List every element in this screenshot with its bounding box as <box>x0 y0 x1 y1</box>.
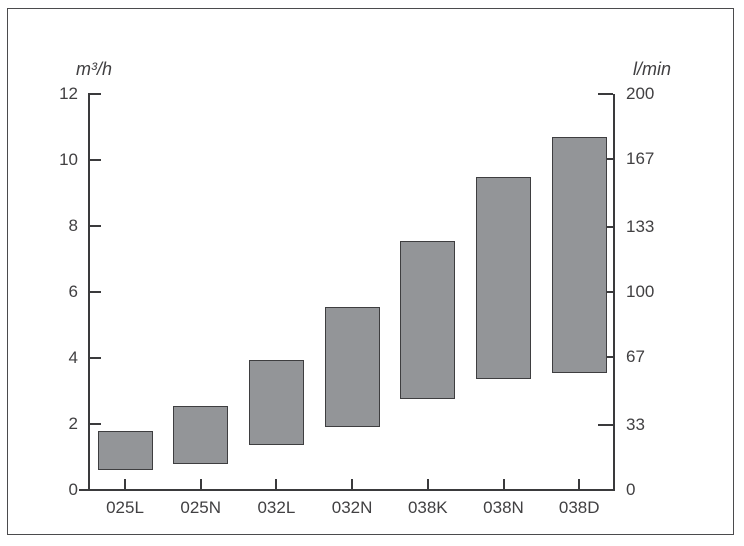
right-axis-tick-label: 33 <box>626 414 645 434</box>
left-axis-tick-label: 8 <box>68 216 78 235</box>
range-bar-025l <box>97 430 153 471</box>
category-label-025n: 025N <box>180 498 221 517</box>
left-axis-tick <box>88 93 101 95</box>
left-axis-tick-label: 12 <box>59 84 78 103</box>
right-axis-line <box>613 94 615 491</box>
left-axis-tick-label: 10 <box>59 150 78 169</box>
range-bar-032l <box>248 359 304 446</box>
right-axis-tick-label: 0 <box>626 480 636 499</box>
right-axis-tick-label: 100 <box>626 282 655 301</box>
category-label-032n: 032N <box>331 498 373 517</box>
category-label-032l: 032L <box>257 498 296 517</box>
left-axis-tick <box>88 225 101 227</box>
x-axis-tick <box>502 479 505 490</box>
right-axis-tick-label: 67 <box>626 347 645 367</box>
right-axis-tick <box>598 489 613 491</box>
left-axis-tick <box>88 159 101 161</box>
chart-frame: m³/h l/min 0 2 4 6 8 10 12 0 33 67 100 133 167 200 025… <box>7 8 734 535</box>
left-axis-tick <box>88 489 101 491</box>
right-axis-tick-label: 167 <box>626 149 655 169</box>
right-axis-tick-label: 133 <box>626 216 655 236</box>
left-axis-tick <box>88 423 101 425</box>
left-axis-tick <box>88 357 101 359</box>
x-axis-tick <box>275 479 278 490</box>
range-bar-038d <box>551 136 607 373</box>
right-axis-unit-label: l/min <box>633 59 672 79</box>
range-bar-038n <box>476 176 531 380</box>
left-axis-tick-label: 2 <box>68 414 78 433</box>
x-axis-tick <box>199 479 202 490</box>
x-axis-tick <box>124 479 126 490</box>
left-axis-tick-label: 4 <box>68 348 78 367</box>
right-axis-tick <box>598 423 613 426</box>
x-axis-tick <box>426 479 429 490</box>
left-axis-unit-label: m³/h <box>76 59 112 79</box>
range-bar-025n <box>173 405 229 464</box>
x-axis-tick <box>351 479 354 490</box>
category-label-025l: 025L <box>106 498 144 517</box>
category-label-038n: 038N <box>483 498 524 517</box>
category-label-038k: 038K <box>407 498 448 517</box>
range-bar-032n <box>324 306 380 428</box>
x-axis-tick <box>578 479 581 490</box>
category-label-038d: 038D <box>558 498 600 517</box>
right-axis-tick-label: 200 <box>626 84 655 103</box>
left-axis-tick <box>88 291 101 293</box>
right-axis-tick <box>598 93 613 95</box>
left-axis-tick-label: 6 <box>68 282 78 301</box>
range-bar-038k <box>400 240 456 400</box>
left-axis-tick-label: 0 <box>68 480 78 499</box>
x-axis-line <box>79 489 615 491</box>
